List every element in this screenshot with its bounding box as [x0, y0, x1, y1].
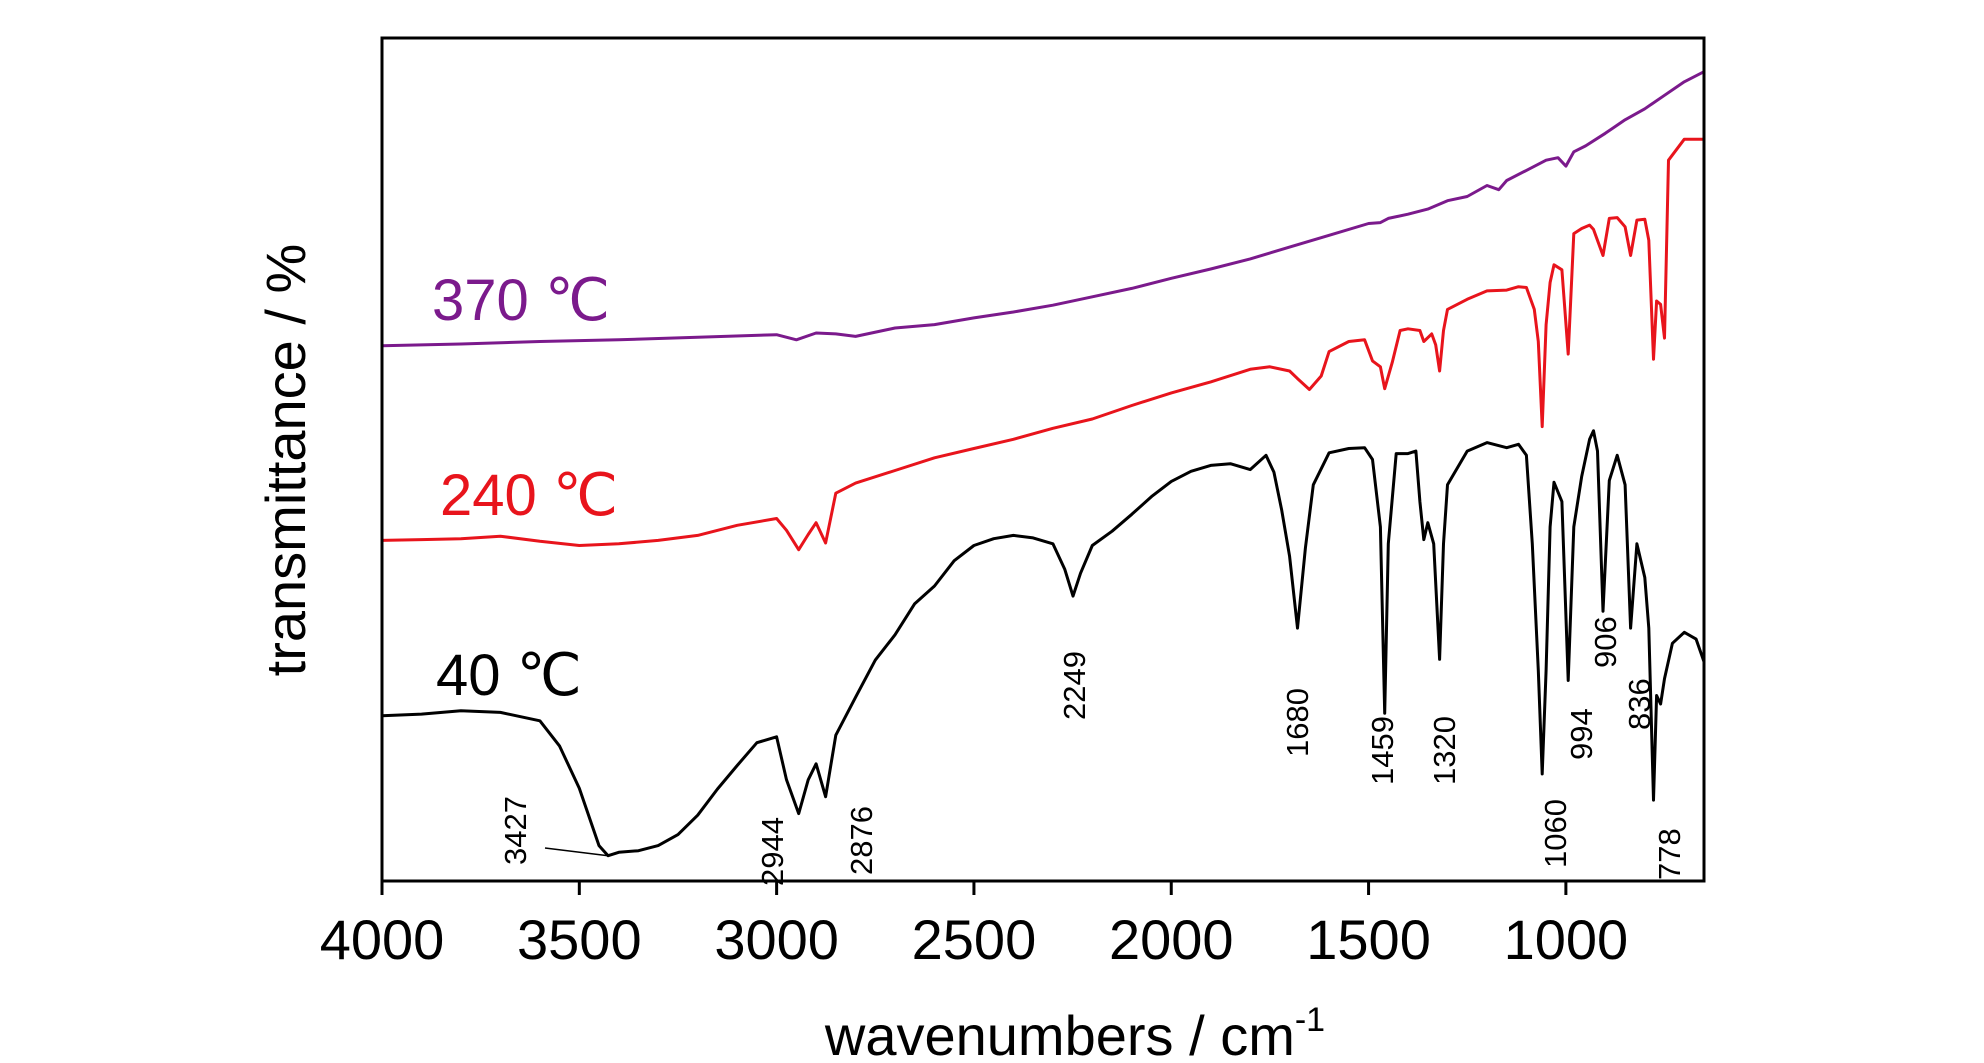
peak-label: 3427 [498, 796, 533, 865]
peak-leader-line [544, 847, 609, 857]
x-axis-ticks: 4000 3500 3000 2500 2000 1500 1000 [320, 881, 1628, 971]
series-label-2: 40 ℃ [436, 643, 582, 708]
series-layer: 370 ℃ 240 ℃ 40 ℃ [381, 70, 1706, 858]
x-axis-title-superscript: -1 [1295, 1001, 1325, 1039]
x-axis-title-text: wavenumbers / cm [824, 1004, 1295, 1063]
peak-label: 994 [1564, 708, 1599, 760]
peak-label: 836 [1622, 678, 1657, 730]
x-tick-label: 2000 [1109, 908, 1234, 971]
peak-label: 778 [1652, 828, 1687, 880]
plot-frame [380, 36, 1706, 883]
peak-label: 1060 [1538, 799, 1573, 868]
series-line-0 [381, 70, 1705, 348]
x-axis-title: wavenumbers / cm-1 [824, 1001, 1325, 1063]
peak-label: 2944 [755, 817, 790, 886]
x-tick-label: 1000 [1504, 908, 1629, 971]
x-tick-label: 3000 [714, 908, 839, 971]
peak-label: 1459 [1365, 716, 1400, 785]
peak-label: 1680 [1280, 688, 1315, 757]
peak-label: 1320 [1427, 716, 1462, 785]
peak-label: 2876 [844, 806, 879, 875]
series-line-2 [381, 429, 1706, 858]
x-tick-label: 1500 [1306, 908, 1431, 971]
series-label-0: 370 ℃ [432, 268, 610, 333]
x-tick-label: 2500 [912, 908, 1037, 971]
x-tick-label: 4000 [320, 908, 445, 971]
y-axis-title: transmittance / % [254, 244, 317, 677]
series-line-1 [381, 137, 1704, 552]
series-label-1: 240 ℃ [440, 463, 618, 528]
x-tick-label: 3500 [517, 908, 642, 971]
peak-label: 2249 [1057, 651, 1092, 720]
peak-label: 906 [1588, 616, 1623, 668]
annotation-layer: 3427 2944 2876 2249 1680 1459 1320 1060 994 906 83… [498, 616, 1687, 886]
